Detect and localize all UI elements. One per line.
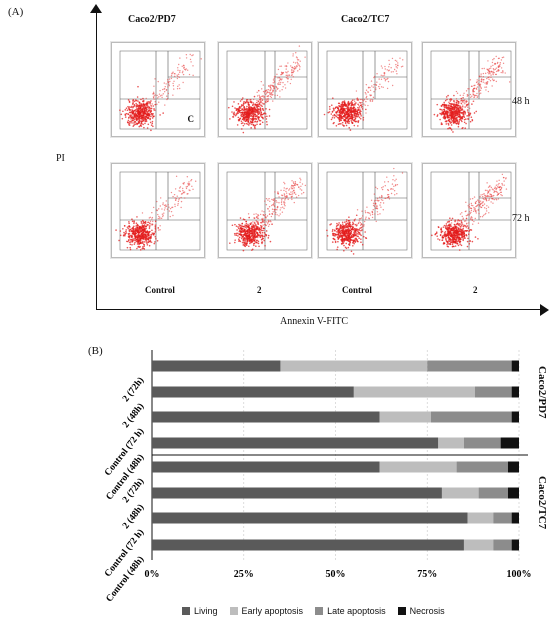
panel-b-label: (B) [88, 345, 103, 357]
col-label-2-2: 2 [473, 285, 478, 295]
bar-segment-early-apoptosis [379, 461, 457, 473]
bar-segment-late-apoptosis [493, 539, 512, 551]
bar-segment-necrosis [511, 386, 519, 398]
bar-segment-living [152, 360, 281, 372]
bar-segment-early-apoptosis [463, 539, 494, 551]
bar-segment-necrosis [507, 461, 519, 473]
legend-swatch [182, 607, 190, 615]
bar-segment-living [152, 512, 468, 524]
bar-segment-necrosis [511, 360, 519, 372]
col-label-2-1: 2 [257, 285, 262, 295]
bar-segment-early-apoptosis [379, 411, 431, 423]
bar-segment-living [152, 411, 380, 423]
bar-segment-late-apoptosis [456, 461, 508, 473]
col-group-right-label: Caco2/TC7 [341, 14, 390, 25]
bar-segment-early-apoptosis [467, 512, 494, 524]
legend-label: Late apoptosis [327, 606, 386, 616]
stacked-bar-chart: 0% 25% 50% 75% 100%2 (72h)2 (48h)Control (72… [102, 350, 532, 604]
legend-label: Living [194, 606, 218, 616]
bar-segment-necrosis [500, 437, 519, 449]
y-category-label: 2 (72h) [120, 375, 146, 404]
bar-segment-late-apoptosis [493, 512, 512, 524]
bar-segment-living [152, 386, 354, 398]
y-axis-line [96, 10, 97, 310]
legend-item: Living [182, 606, 218, 616]
legend-item: Early apoptosis [229, 606, 304, 616]
x-axis-line [96, 309, 541, 310]
row-label-72h: 72 h [512, 213, 530, 224]
flow-plot-panel: C [111, 42, 205, 137]
bar-segment-late-apoptosis [478, 487, 508, 499]
x-tick-label: 0% [145, 569, 160, 580]
y-axis-label: PI [56, 153, 65, 164]
row-label-48h: 48 h [512, 96, 530, 107]
x-axis-arrow-icon [540, 304, 549, 316]
bar-segment-early-apoptosis [438, 437, 464, 449]
col-label-control-1: Control [145, 285, 175, 295]
x-tick-label: 25% [234, 569, 254, 580]
bar-segment-late-apoptosis [430, 411, 512, 423]
group-label-tc7: Caco2/TC7 [536, 476, 548, 530]
legend-item: Necrosis [397, 606, 445, 616]
flow-plot-panel [218, 163, 312, 258]
x-tick-label: 50% [326, 569, 346, 580]
bar-segment-late-apoptosis [427, 360, 512, 372]
legend-swatch [397, 607, 406, 615]
bar-segment-living [152, 539, 464, 551]
bar-segment-living [152, 487, 442, 499]
group-label-pd7: Caco2/PD7 [536, 366, 548, 419]
flow-plot-panel [111, 163, 205, 258]
legend-label: Necrosis [409, 606, 445, 616]
bar-segment-early-apoptosis [280, 360, 428, 372]
bar-segment-early-apoptosis [441, 487, 479, 499]
flow-plot-panel [422, 42, 516, 137]
bar-segment-necrosis [511, 512, 519, 524]
x-tick-label: 75% [417, 569, 437, 580]
bar-segment-late-apoptosis [474, 386, 512, 398]
legend-swatch [229, 607, 238, 615]
y-axis-arrow-icon [90, 4, 102, 13]
panel-a-label: (A) [8, 6, 24, 18]
bar-segment-necrosis [507, 487, 519, 499]
flow-plot-panel [422, 163, 516, 258]
x-axis-label: Annexin V-FITC [280, 316, 349, 327]
legend-label: Early apoptosis [241, 606, 304, 616]
col-label-control-2: Control [342, 285, 372, 295]
panel-note-label: C [187, 114, 195, 124]
bar-segment-living [152, 461, 380, 473]
y-category-label: 2 (48h) [120, 401, 146, 430]
flow-plot-panel [318, 42, 412, 137]
legend-swatch [315, 607, 324, 615]
flow-plot-panel [218, 42, 312, 137]
x-tick-label: 100% [507, 569, 532, 580]
bar-segment-living [152, 437, 439, 449]
chart-legend: Living Early apoptosis Late apoptosis Necro… [182, 602, 457, 620]
legend-item: Late apoptosis [315, 606, 386, 616]
bar-segment-early-apoptosis [353, 386, 475, 398]
bar-segment-late-apoptosis [463, 437, 501, 449]
y-category-label: 2 (48h) [120, 502, 146, 531]
bar-segment-necrosis [511, 411, 519, 423]
flow-plot-panel [318, 163, 412, 258]
col-group-left-label: Caco2/PD7 [128, 14, 176, 25]
bar-segment-necrosis [511, 539, 519, 551]
